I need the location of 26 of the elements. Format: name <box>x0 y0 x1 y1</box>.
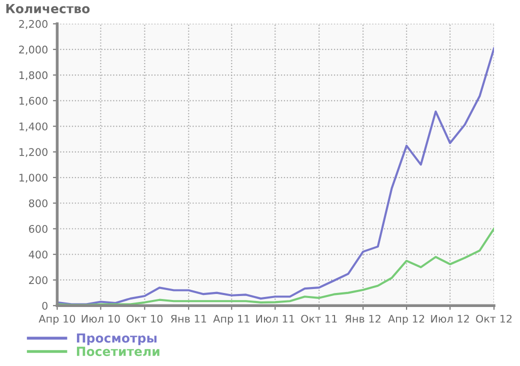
y-tick-label: 400 <box>28 250 48 258</box>
legend-label: Посетители <box>76 346 160 356</box>
y-tick-label: 1,800 <box>19 71 48 80</box>
x-tick-label: Янв 11 <box>170 314 206 323</box>
legend-label: Просмотры <box>76 333 156 346</box>
y-tick-label: 200 <box>29 276 48 284</box>
y-tick-label: 1,000 <box>19 174 48 183</box>
x-tick-label: Апр 10 <box>38 314 76 325</box>
x-tick-label: Июл 12 <box>431 314 469 323</box>
x-tick-label: Окт 11 <box>301 314 337 323</box>
x-tick-label: Июл 10 <box>82 314 120 323</box>
x-tick-label: Окт 12 <box>476 314 512 323</box>
x-tick-label: Апр 11 <box>213 314 250 325</box>
y-tick-label: 800 <box>28 199 48 208</box>
y-tick-label: 1,600 <box>19 96 48 106</box>
x-tick-label: Окт 10 <box>126 314 163 323</box>
x-tick-label: Июл 11 <box>256 314 294 323</box>
y-tick-label: 0 <box>42 302 48 310</box>
chart-title: Количество <box>6 4 90 14</box>
x-tick-label: Апр 12 <box>388 314 424 325</box>
y-tick-label: 2,200 <box>19 20 48 29</box>
y-tick-label: 600 <box>29 224 48 233</box>
y-tick-label: 1,400 <box>19 122 48 132</box>
x-tick-label: Янв 12 <box>345 314 380 323</box>
y-tick-label: 1,200 <box>19 148 48 158</box>
y-tick-label: 2,000 <box>19 46 48 55</box>
